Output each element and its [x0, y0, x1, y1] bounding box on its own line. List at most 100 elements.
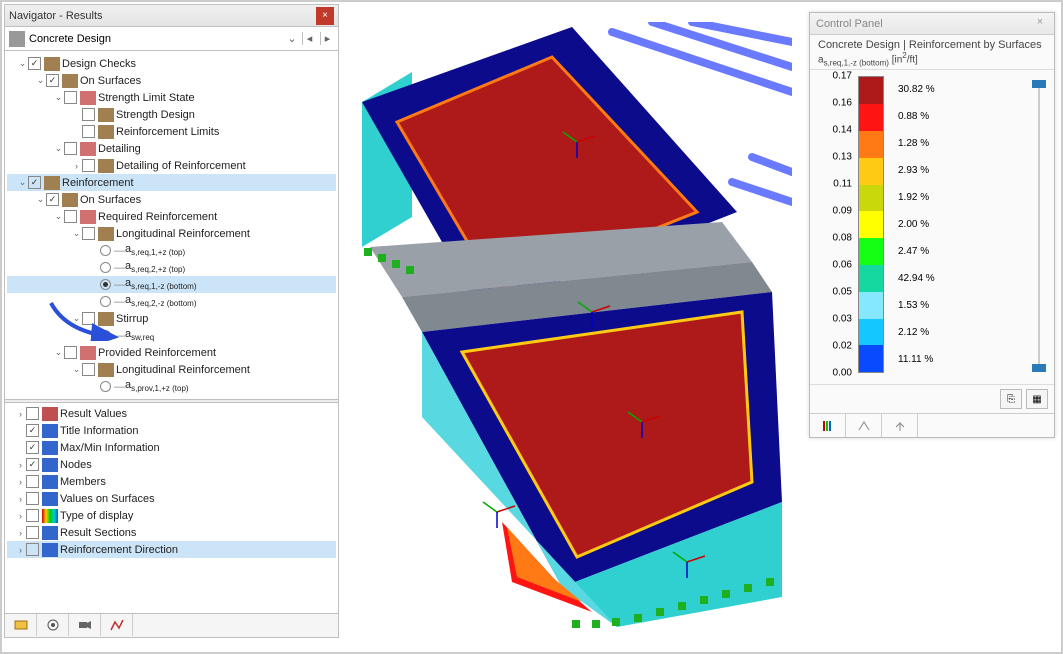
tree-row[interactable]: — asw,req	[7, 327, 336, 344]
expand-icon[interactable]: ›	[15, 494, 26, 504]
checkbox[interactable]	[28, 57, 41, 70]
expand-icon[interactable]: ⌄	[35, 75, 46, 86]
checkbox[interactable]	[46, 74, 59, 87]
tree-label: as,req,1,+z (top)	[125, 243, 185, 257]
checkbox[interactable]	[82, 159, 95, 172]
expand-icon[interactable]: ⌄	[53, 211, 64, 222]
tree-row[interactable]: Title Information	[7, 422, 336, 439]
tree-row[interactable]: ›Reinforcement Direction	[7, 541, 336, 558]
tree-row[interactable]: ›Members	[7, 473, 336, 490]
tree-row[interactable]: ⌄Strength Limit State	[7, 89, 336, 106]
tree-row[interactable]: ⌄Detailing	[7, 140, 336, 157]
expand-icon[interactable]: ⌄	[17, 58, 28, 69]
tab-display-icon[interactable]	[5, 614, 37, 636]
checkbox[interactable]	[26, 526, 39, 539]
tree-row[interactable]: ⌄Longitudinal Reinforcement	[7, 361, 336, 378]
expand-icon[interactable]: ›	[15, 409, 26, 419]
expand-icon[interactable]: ⌄	[71, 228, 82, 239]
legend-percent: 11.11 %	[898, 346, 1022, 373]
expand-icon[interactable]: ›	[15, 460, 26, 470]
tree-row[interactable]: ›Type of display	[7, 507, 336, 524]
expand-icon[interactable]: ⌄	[71, 364, 82, 375]
expand-icon[interactable]: ⌄	[71, 313, 82, 324]
checkbox[interactable]	[82, 312, 95, 325]
tree-row[interactable]: — as,req,2,-z (bottom)	[7, 293, 336, 310]
tree-row[interactable]: ⌄Provided Reinforcement	[7, 344, 336, 361]
checkbox[interactable]	[64, 210, 77, 223]
close-icon[interactable]: ×	[1032, 16, 1048, 32]
tree-row[interactable]: — as,prov,1,+z (top)	[7, 378, 336, 395]
checkbox[interactable]	[26, 509, 39, 522]
expand-icon[interactable]: ⌄	[53, 92, 64, 103]
checkbox[interactable]	[28, 176, 41, 189]
tree-row[interactable]: Max/Min Information	[7, 439, 336, 456]
tab-results-icon[interactable]	[101, 614, 133, 636]
tree-row[interactable]: — as,req,2,+z (top)	[7, 259, 336, 276]
radio-icon[interactable]	[100, 381, 111, 392]
checkbox[interactable]	[26, 458, 39, 471]
tree-row[interactable]: ›Result Values	[7, 405, 336, 422]
legend-slider[interactable]	[1032, 76, 1046, 376]
tree-row[interactable]: ⌄On Surfaces	[7, 72, 336, 89]
tree-row[interactable]: ›Detailing of Reinforcement	[7, 157, 336, 174]
tab-export-icon[interactable]	[882, 414, 918, 437]
expand-icon[interactable]: ⌄	[17, 177, 28, 188]
tree-row[interactable]: ›Values on Surfaces	[7, 490, 336, 507]
navigator-combo[interactable]: Concrete Design ⌄ ◂ ▸	[5, 27, 338, 51]
close-icon[interactable]: ×	[316, 7, 334, 25]
expand-icon[interactable]: ›	[15, 528, 26, 538]
expand-icon[interactable]: ›	[15, 477, 26, 487]
expand-icon[interactable]: ›	[15, 511, 26, 521]
radio-icon[interactable]	[100, 296, 111, 307]
tree-row[interactable]: ⌄Required Reinforcement	[7, 208, 336, 225]
slider-thumb-top[interactable]	[1032, 80, 1046, 88]
tree-row[interactable]: Strength Design	[7, 106, 336, 123]
tree-row[interactable]: ⌄Stirrup	[7, 310, 336, 327]
expand-icon[interactable]: ›	[71, 161, 82, 171]
radio-icon[interactable]	[100, 279, 111, 290]
checkbox[interactable]	[82, 227, 95, 240]
legend-value: 0.16	[833, 98, 852, 109]
legend-swatch	[859, 238, 883, 265]
checkbox[interactable]	[26, 475, 39, 488]
expand-icon[interactable]: ⌄	[35, 194, 46, 205]
tree-row[interactable]: — as,req,1,+z (top)	[7, 242, 336, 259]
slider-thumb-bottom[interactable]	[1032, 364, 1046, 372]
checkbox[interactable]	[26, 407, 39, 420]
tree-row[interactable]: ⌄Longitudinal Reinforcement	[7, 225, 336, 242]
tab-video-icon[interactable]	[69, 614, 101, 636]
checkbox[interactable]	[82, 125, 95, 138]
tree-row[interactable]: ›Nodes	[7, 456, 336, 473]
checkbox[interactable]	[82, 108, 95, 121]
radio-icon[interactable]	[100, 330, 111, 341]
tree-row[interactable]: ⌄Reinforcement	[7, 174, 336, 191]
chevron-left-icon[interactable]: ◂	[302, 32, 316, 45]
tree-row[interactable]: ›Result Sections	[7, 524, 336, 541]
tab-colorbar-icon[interactable]	[810, 414, 846, 437]
tree-row[interactable]: ⌄Design Checks	[7, 55, 336, 72]
legend-percent: 2.93 %	[898, 157, 1022, 184]
checkbox[interactable]	[26, 543, 39, 556]
tree-row[interactable]: — as,req,1,-z (bottom)	[7, 276, 336, 293]
expand-icon[interactable]: ⌄	[53, 143, 64, 154]
checkbox[interactable]	[46, 193, 59, 206]
copy-icon[interactable]: ⎘	[1000, 389, 1022, 409]
radio-icon[interactable]	[100, 262, 111, 273]
tab-views-icon[interactable]	[37, 614, 69, 636]
tab-scale-icon[interactable]	[846, 414, 882, 437]
checkbox[interactable]	[64, 142, 77, 155]
checkbox[interactable]	[26, 424, 39, 437]
expand-icon[interactable]: ⌄	[53, 347, 64, 358]
checkbox[interactable]	[26, 441, 39, 454]
tree-row[interactable]: Reinforcement Limits	[7, 123, 336, 140]
radio-icon[interactable]	[100, 245, 111, 256]
checkbox[interactable]	[64, 91, 77, 104]
expand-icon[interactable]: ›	[15, 545, 26, 555]
checkbox[interactable]	[26, 492, 39, 505]
tree-row[interactable]: ⌄On Surfaces	[7, 191, 336, 208]
legend-swatch	[859, 319, 883, 346]
options-icon[interactable]: ▦	[1026, 389, 1048, 409]
chevron-right-icon[interactable]: ▸	[320, 32, 334, 45]
checkbox[interactable]	[64, 346, 77, 359]
checkbox[interactable]	[82, 363, 95, 376]
